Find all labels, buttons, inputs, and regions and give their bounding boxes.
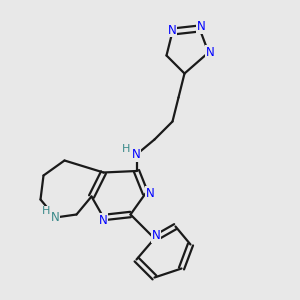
- Text: N: N: [168, 23, 177, 37]
- Text: N: N: [152, 229, 160, 242]
- Text: H: H: [122, 143, 130, 154]
- Text: H: H: [42, 206, 51, 217]
- Text: N: N: [206, 46, 214, 59]
- Text: N: N: [146, 187, 154, 200]
- Text: N: N: [99, 214, 108, 227]
- Text: N: N: [196, 20, 206, 34]
- Text: N: N: [51, 211, 60, 224]
- Text: N: N: [132, 148, 141, 161]
